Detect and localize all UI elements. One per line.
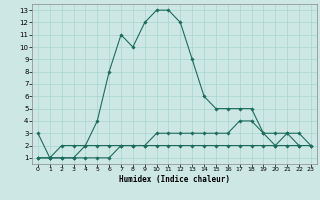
X-axis label: Humidex (Indice chaleur): Humidex (Indice chaleur) — [119, 175, 230, 184]
